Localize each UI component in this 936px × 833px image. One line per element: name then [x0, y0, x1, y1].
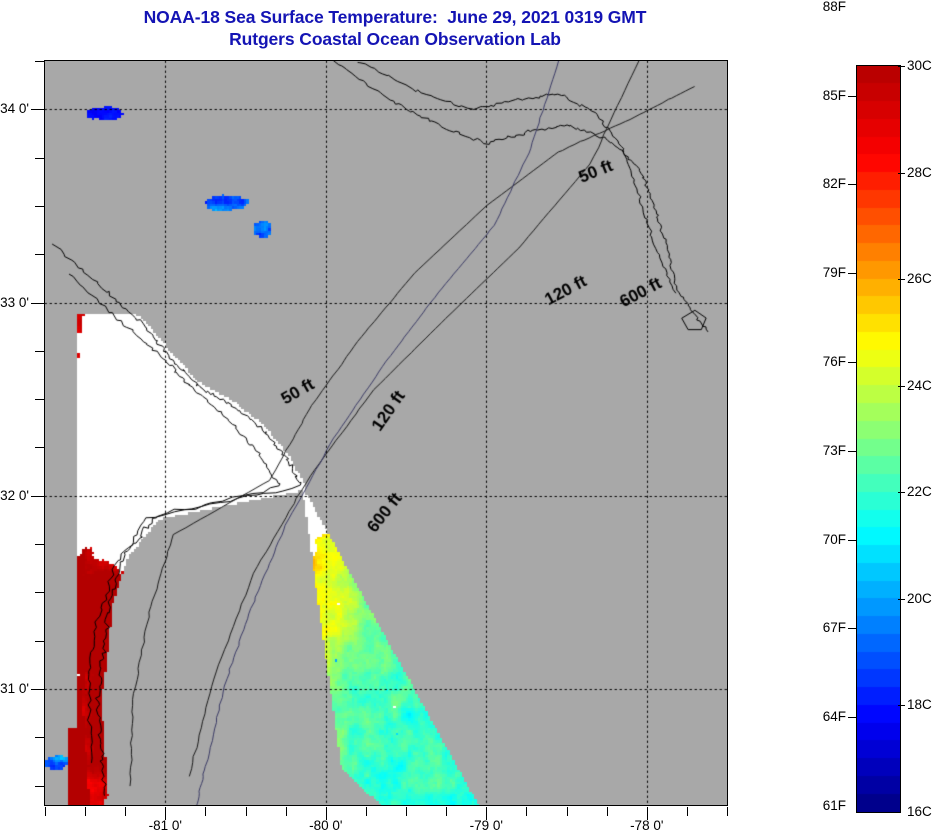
colorbar-right-tick-6	[898, 705, 905, 706]
page-title: NOAA-18 Sea Surface Temperature: June 29…	[143, 7, 647, 27]
x-axis-minor-tick	[526, 807, 527, 816]
colorbar-right-tick-2	[898, 279, 905, 280]
colorbar-fahrenheit-label-8: 64F	[822, 709, 846, 725]
colorbar	[856, 65, 901, 813]
colorbar-left-tick-5	[848, 451, 856, 452]
colorbar-fahrenheit-label-2: 82F	[822, 176, 846, 192]
x-axis-minor-tick	[687, 807, 688, 816]
page-subtitle: Rutgers Coastal Ocean Observation Lab	[229, 29, 561, 49]
x-axis-minor-tick	[607, 807, 608, 816]
colorbar-right-tick-5	[898, 599, 905, 600]
x-axis-minor-tick	[366, 807, 367, 816]
colorbar-right-tick-4	[898, 492, 905, 493]
y-axis-major-tick	[31, 689, 44, 690]
y-axis-minor-tick	[35, 254, 44, 255]
y-axis-minor-tick	[35, 351, 44, 352]
y-axis-minor-tick	[35, 786, 44, 787]
y-axis-minor-tick	[35, 158, 44, 159]
colorbar-left-tick-8	[848, 717, 856, 718]
x-axis-minor-tick	[125, 807, 126, 816]
colorbar-fahrenheit-label-4: 76F	[822, 354, 846, 370]
x-axis-label-2: -79 0'	[469, 818, 503, 833]
colorbar-right-tick-0	[898, 66, 905, 67]
y-axis-minor-tick	[35, 592, 44, 593]
colorbar-celsius-label-0: 30C	[907, 58, 932, 73]
colorbar-fahrenheit-label-0: 88F	[822, 0, 846, 14]
colorbar-fahrenheit-label-1: 85F	[822, 87, 846, 103]
colorbar-right-tick-1	[898, 173, 905, 174]
y-axis-label-1: 33 0'	[0, 294, 29, 310]
y-axis-major-tick	[31, 496, 44, 497]
x-axis-minor-tick	[286, 807, 287, 816]
y-axis-minor-tick	[35, 544, 44, 545]
x-axis-minor-tick	[45, 807, 46, 816]
colorbar-right-tick-3	[898, 386, 905, 387]
x-axis-major-tick	[165, 807, 166, 820]
x-axis-minor-tick	[85, 807, 86, 816]
y-axis-major-tick	[31, 109, 44, 110]
colorbar-celsius-label-6: 18C	[907, 697, 932, 713]
colorbar-fahrenheit-label-6: 70F	[822, 531, 846, 547]
x-axis-minor-tick	[727, 807, 728, 816]
x-axis-label-3: -78 0'	[630, 818, 664, 833]
sst-heatmap-canvas	[45, 61, 727, 805]
x-axis-minor-tick	[246, 807, 247, 816]
x-axis-major-tick	[326, 807, 327, 820]
y-axis-minor-tick	[35, 399, 44, 400]
y-axis-minor-tick	[35, 737, 44, 738]
x-axis-minor-tick	[205, 807, 206, 816]
x-axis-major-tick	[486, 807, 487, 820]
colorbar-fahrenheit-label-5: 73F	[822, 442, 846, 458]
y-axis-label-0: 34 0'	[0, 101, 29, 117]
y-axis-label-2: 32 0'	[0, 487, 29, 503]
colorbar-celsius-label-4: 22C	[907, 484, 932, 500]
sst-map	[44, 60, 728, 806]
title-block: NOAA-18 Sea Surface Temperature: June 29…	[0, 6, 790, 50]
y-axis-minor-tick	[35, 206, 44, 207]
x-axis-minor-tick	[446, 807, 447, 816]
y-axis-minor-tick	[35, 641, 44, 642]
colorbar-left-tick-4	[848, 362, 856, 363]
colorbar-left-tick-3	[848, 273, 856, 274]
colorbar-fahrenheit-label-9: 61F	[822, 798, 846, 814]
colorbar-celsius-label-1: 28C	[907, 164, 932, 180]
x-axis-major-tick	[647, 807, 648, 820]
colorbar-celsius-label-5: 20C	[907, 590, 932, 606]
x-axis-label-0: -81 0'	[148, 818, 183, 833]
y-axis-minor-tick	[35, 61, 44, 62]
colorbar-celsius-label-7: 16C	[907, 804, 932, 819]
y-axis-minor-tick	[35, 447, 44, 448]
colorbar-celsius-label-3: 24C	[907, 377, 932, 393]
x-axis-minor-tick	[406, 807, 407, 816]
colorbar-canvas	[857, 66, 900, 812]
colorbar-left-tick-6	[848, 540, 856, 541]
colorbar-left-tick-2	[848, 184, 856, 185]
colorbar-fahrenheit-label-3: 79F	[822, 265, 846, 281]
colorbar-left-tick-7	[848, 628, 856, 629]
y-axis-label-3: 31 0'	[0, 681, 29, 697]
y-axis-major-tick	[31, 303, 44, 304]
colorbar-celsius-label-2: 26C	[907, 271, 932, 287]
x-axis-label-1: -80 0'	[309, 818, 343, 833]
colorbar-left-tick-1	[848, 96, 856, 97]
x-axis-minor-tick	[567, 807, 568, 816]
colorbar-fahrenheit-label-7: 67F	[822, 620, 846, 636]
